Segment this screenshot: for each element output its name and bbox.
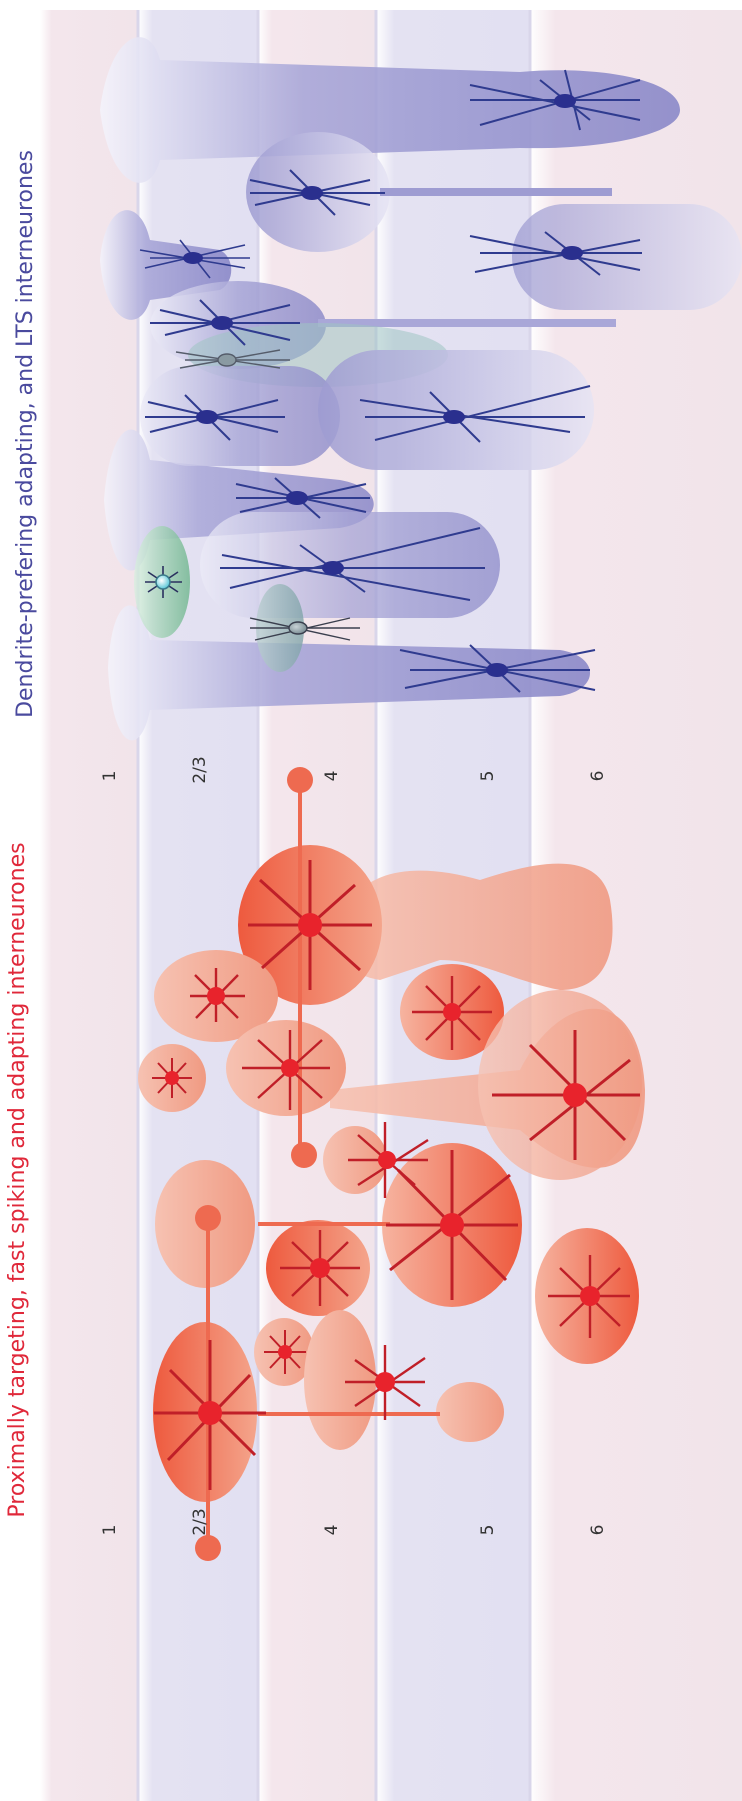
purple-axon-line-b xyxy=(318,319,616,327)
gray-neurone-2 xyxy=(249,617,360,641)
purple-axon-tuft-4 xyxy=(108,605,590,741)
dendrite-preferring-interneurones xyxy=(100,37,742,741)
layer-label-bottom-4: 4 xyxy=(322,1525,342,1536)
purple-neurone-8 xyxy=(235,477,370,519)
purple-neurone-5 xyxy=(150,299,300,346)
purple-neurone-3 xyxy=(139,239,250,279)
purple-neurone-10 xyxy=(399,644,596,693)
layer-label-top-1: 1 xyxy=(100,771,120,782)
purple-field-d xyxy=(318,350,594,470)
layer-label-bottom-6: 6 xyxy=(588,1525,608,1536)
red-neurone-9 xyxy=(280,1230,360,1306)
layer-label-top-6: 6 xyxy=(588,771,608,782)
cyan-neurone xyxy=(145,566,182,598)
title-bottom-group: Proximally targeting, fast spiking and a… xyxy=(5,842,30,1517)
red-axon-lines xyxy=(195,767,440,1561)
purple-axon-line-a xyxy=(380,188,612,196)
layer-label-top-5: 5 xyxy=(478,771,498,782)
proximally-targeting-interneurones xyxy=(138,767,645,1561)
purple-field-e xyxy=(200,512,500,618)
purple-neurone-2 xyxy=(249,169,385,216)
red-field-15 xyxy=(436,1382,504,1442)
purple-neurone-6 xyxy=(145,394,285,441)
layer-label-bottom-5: 5 xyxy=(478,1525,498,1536)
purple-neurone-4 xyxy=(469,231,642,276)
purple-neurone-9 xyxy=(220,527,485,601)
layer-label-bottom-1: 1 xyxy=(100,1525,120,1536)
red-neurone-12 xyxy=(345,1345,426,1420)
red-neurone-6 xyxy=(492,1030,640,1160)
red-neurone-1 xyxy=(248,860,372,990)
purple-neurone-7 xyxy=(359,385,591,443)
title-top-group: Dendrite-prefering adapting, and LTS int… xyxy=(13,150,38,718)
layer-label-bottom-23: 2/3 xyxy=(190,1508,210,1535)
purple-axon-tuft-1 xyxy=(100,37,680,183)
red-field-6 xyxy=(478,990,642,1180)
red-neurone-11 xyxy=(264,1330,306,1374)
red-neurone-4 xyxy=(242,1030,330,1110)
purple-neurone-1 xyxy=(469,69,641,131)
layer-label-top-23: 2/3 xyxy=(190,756,210,783)
layer-label-top-4: 4 xyxy=(322,771,342,782)
title-bottom: Proximally targeting, fast spiking and a… xyxy=(5,842,30,1517)
red-neurone-2 xyxy=(190,968,245,1022)
purple-field-f xyxy=(512,204,742,310)
gray-neurone-small xyxy=(175,349,290,369)
red-neurone-10 xyxy=(548,1255,630,1338)
red-neurone-5 xyxy=(412,976,492,1050)
title-top: Dendrite-prefering adapting, and LTS int… xyxy=(13,150,38,718)
red-field-13 xyxy=(304,1310,376,1450)
red-neurone-8 xyxy=(386,1150,518,1300)
red-neurone-3 xyxy=(152,1058,192,1098)
red-axon-tuft-1 xyxy=(339,863,613,990)
red-neurone-13 xyxy=(154,1340,266,1490)
